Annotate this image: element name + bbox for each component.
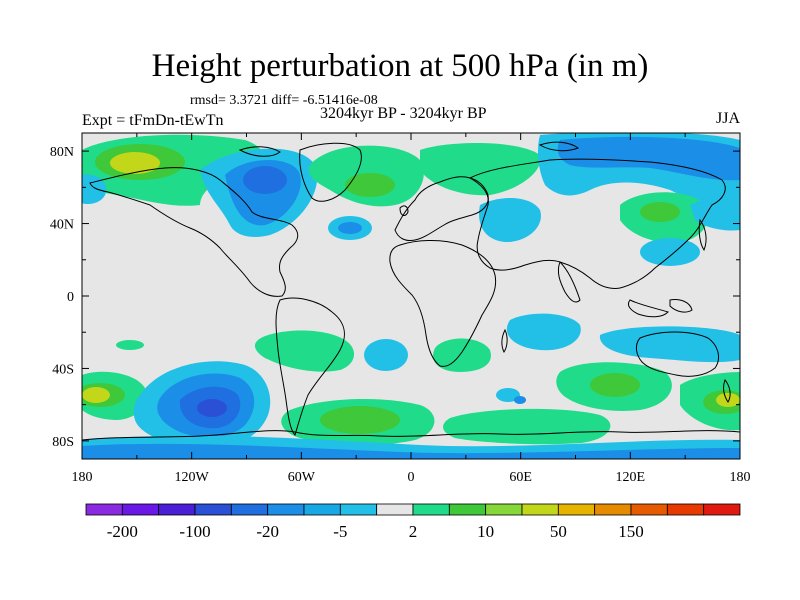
colorbar-label: 10	[477, 522, 494, 541]
colorbar-box	[376, 503, 414, 516]
colorbar-box	[703, 503, 741, 516]
colorbar-box	[485, 503, 523, 516]
colorbar-label: 150	[618, 522, 644, 541]
colorbar: -200 -100 -20 -5 2 10 50 150	[85, 503, 741, 541]
period-label: 3204kyr BP - 3204kyr BP	[320, 105, 487, 122]
lat-tick-label: 40S	[52, 362, 74, 377]
lat-tick-label: 40N	[50, 218, 74, 233]
lon-tick-label: 0	[408, 470, 415, 485]
colorbar-label: -5	[333, 522, 347, 541]
plot-title: Height perturbation at 500 hPa (in m)	[151, 48, 649, 84]
colorbar-box	[666, 503, 705, 516]
axis-labels: 180 120W 60W 0 60E 120E 180 80N 40N 0 40S 80S	[50, 145, 751, 485]
colorbar-label: 2	[409, 522, 418, 541]
colorbar-box	[557, 503, 596, 516]
colorbar-label: -20	[256, 522, 279, 541]
season-label: JJA	[716, 110, 741, 127]
colorbar-label: 50	[550, 522, 567, 541]
colorbar-box	[630, 503, 668, 516]
colorbar-box	[230, 503, 269, 516]
lon-tick-label: 120E	[616, 470, 646, 485]
colorbar-box	[521, 503, 559, 516]
colorbar-box	[594, 503, 632, 516]
lat-tick-label: 0	[67, 290, 74, 305]
coastlines	[82, 141, 740, 441]
lat-tick-label: 80N	[50, 145, 74, 160]
colorbar-label: -100	[179, 522, 210, 541]
axis-ticks	[81, 133, 741, 459]
lon-tick-label: 180	[730, 470, 751, 485]
colorbar-box	[339, 503, 378, 516]
lon-tick-label: 60W	[288, 470, 316, 485]
lon-tick-label: 180	[72, 470, 93, 485]
colorbar-box	[85, 503, 123, 516]
colorbar-box	[448, 503, 487, 516]
colorbar-box	[412, 503, 450, 516]
lat-tick-label: 80S	[52, 435, 74, 450]
colorbar-box	[267, 503, 305, 516]
colorbar-box	[121, 503, 160, 516]
colorbar-box	[194, 503, 232, 516]
stats-label: rmsd= 3.3721 diff= -6.51416e-08	[190, 93, 378, 108]
colorbar-box	[303, 503, 341, 516]
lon-tick-label: 120W	[175, 470, 210, 485]
lon-tick-label: 60E	[509, 470, 532, 485]
colorbar-box	[158, 503, 196, 516]
colorbar-label: -200	[107, 522, 138, 541]
experiment-label: Expt = tFmDn-tEwTn	[82, 112, 224, 129]
